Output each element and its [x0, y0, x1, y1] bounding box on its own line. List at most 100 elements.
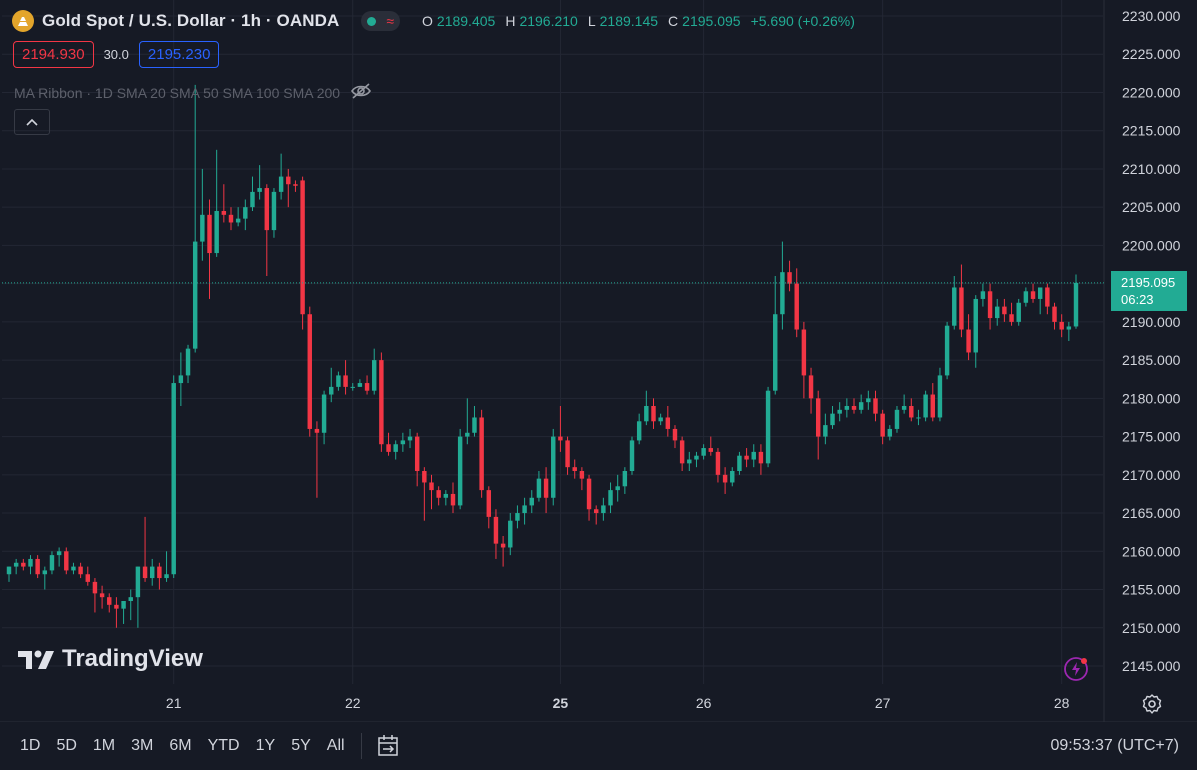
candle	[995, 298, 1000, 326]
range-3m[interactable]: 3M	[131, 737, 154, 754]
candle-body	[443, 493, 449, 498]
candle	[56, 547, 62, 567]
range-5y[interactable]: 5Y	[291, 737, 311, 754]
sell-button[interactable]: 2194.930	[13, 41, 94, 68]
candle-body	[343, 375, 348, 387]
range-1d[interactable]: 1D	[20, 737, 41, 754]
indicator-legend[interactable]: MA Ribbon · 1D SMA 20 SMA 50 SMA 100 SMA…	[14, 82, 372, 103]
candle-body	[880, 413, 885, 437]
candle-body	[665, 417, 671, 429]
gold-coin-icon	[12, 10, 34, 32]
candle	[529, 490, 534, 514]
candle-body	[128, 597, 133, 601]
low-label: L	[587, 13, 596, 29]
candle-body	[901, 406, 907, 410]
eye-off-icon[interactable]	[350, 82, 372, 103]
candle-body	[307, 314, 312, 429]
candle	[85, 566, 90, 586]
candle-body	[601, 505, 606, 514]
candle-body	[1002, 306, 1007, 315]
range-5d[interactable]: 5D	[56, 737, 77, 754]
candle-body	[85, 574, 90, 582]
candle-body	[500, 543, 506, 548]
candle	[522, 497, 527, 525]
candle-body	[21, 562, 26, 567]
candle	[307, 306, 312, 437]
candle	[114, 597, 119, 628]
y-tick-label: 2220.000	[1122, 84, 1181, 100]
candle-body	[379, 360, 384, 445]
candle-body	[457, 436, 463, 506]
candle	[121, 601, 126, 624]
y-tick-label: 2190.000	[1122, 314, 1181, 330]
indicator-label: MA Ribbon · 1D SMA 20 SMA 50 SMA 100 SMA…	[14, 84, 341, 101]
gear-icon[interactable]	[1141, 693, 1163, 715]
price-chart[interactable]: 2230.000 2225.000 2220.000 2215.000 2210.000…	[0, 0, 1197, 722]
y-tick-label: 2170.000	[1122, 467, 1181, 483]
tradingview-logo-icon	[18, 650, 54, 669]
range-all[interactable]: All	[326, 737, 345, 754]
spread-value: 30.0	[103, 47, 129, 62]
candle-body	[35, 558, 40, 575]
price-axis: 2230.000 2225.000 2220.000 2215.000 2210.000…	[1122, 8, 1181, 674]
candle-body	[730, 471, 735, 483]
candle	[243, 199, 248, 231]
y-tick-label: 2150.000	[1122, 620, 1181, 636]
calendar-range-icon[interactable]	[376, 733, 402, 759]
range-6m[interactable]: 6M	[169, 737, 192, 754]
candle	[665, 406, 671, 437]
candle	[278, 153, 284, 200]
x-tick-label: 25	[553, 695, 569, 711]
candle	[465, 398, 470, 445]
timezone-clock[interactable]: 09:53:37 (UTC+7)	[1050, 737, 1179, 754]
y-tick-label: 2205.000	[1122, 199, 1181, 215]
candle	[572, 459, 577, 479]
buy-button[interactable]: 2195.230	[138, 41, 220, 68]
candle-body	[364, 383, 370, 391]
y-tick-label: 2200.000	[1122, 237, 1181, 253]
y-tick-label: 2215.000	[1122, 123, 1181, 139]
candle-body	[192, 241, 198, 349]
candle-body	[64, 551, 69, 571]
bottom-toolbar: 1D 5D 1M 3M 6M YTD 1Y 5Y All 09:53:37 (U…	[0, 722, 1197, 770]
candle-body	[250, 191, 255, 208]
candle-body	[801, 329, 807, 376]
candle	[343, 360, 348, 395]
candle-body	[608, 490, 613, 506]
x-tick-label: 27	[875, 695, 891, 711]
symbol-title[interactable]: Gold Spot / U.S. Dollar · 1h · OANDA	[42, 11, 340, 30]
candle	[235, 207, 241, 227]
range-ytd[interactable]: YTD	[207, 737, 240, 754]
x-tick-label: 26	[696, 695, 712, 711]
date-range-selector: 1D 5D 1M 3M 6M YTD 1Y 5Y All	[12, 737, 353, 755]
candle	[565, 436, 570, 475]
candle	[78, 562, 83, 579]
candle	[1037, 287, 1043, 315]
candle	[329, 367, 334, 403]
candle-body	[185, 348, 191, 376]
candle	[164, 551, 169, 582]
candle-body	[479, 417, 484, 491]
candle	[622, 467, 628, 494]
candle-body	[1023, 291, 1029, 303]
candle-body	[357, 383, 363, 387]
candle	[443, 490, 449, 506]
market-status-pill[interactable]: ≈	[361, 11, 401, 31]
y-tick-label: 2145.000	[1122, 658, 1181, 674]
collapse-legend-button[interactable]	[14, 109, 50, 135]
range-1y[interactable]: 1Y	[255, 737, 276, 754]
candle	[730, 467, 735, 487]
candle-body	[1030, 291, 1036, 299]
candle-body	[672, 428, 678, 441]
candle-body	[701, 448, 706, 456]
candle-body	[565, 440, 570, 468]
candle	[393, 440, 398, 460]
candle-body	[228, 214, 234, 223]
candle	[472, 406, 477, 437]
candle	[92, 578, 98, 613]
lightning-icon[interactable]	[1063, 656, 1089, 682]
candle	[615, 474, 620, 502]
candle-body	[386, 444, 391, 452]
range-1m[interactable]: 1M	[92, 737, 116, 754]
candle	[350, 383, 355, 391]
